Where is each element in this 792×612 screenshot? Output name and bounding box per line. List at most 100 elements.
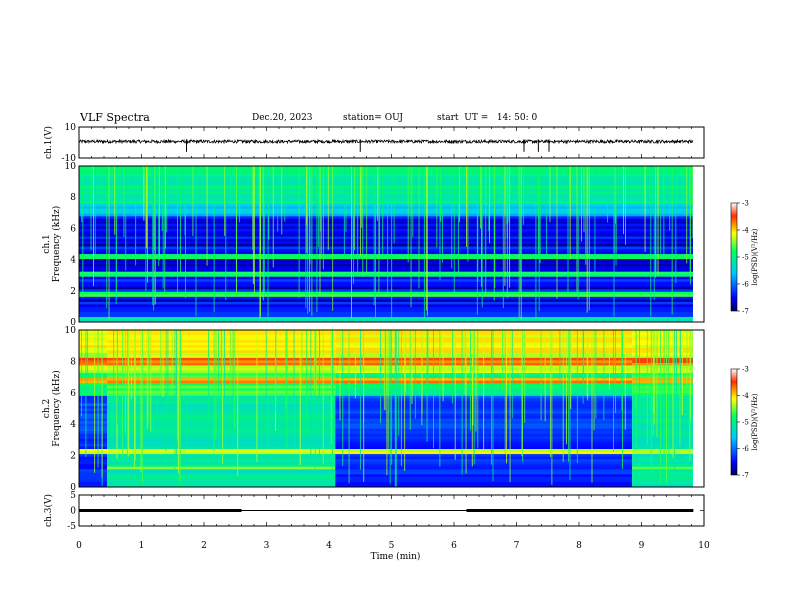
spectrogram-band [107,456,336,460]
spectrogram-band [79,168,693,172]
spectrogram-band [79,469,108,473]
spectrogram-band [107,474,336,478]
spectrogram-band [632,446,694,450]
y-axis-label-line2: Frequency (kHz) [51,206,62,283]
spectrogram-band [79,471,108,475]
spectrogram-band [79,281,693,285]
spectrogram-band [79,400,108,404]
spectrogram-band [79,299,693,303]
spectrogram-band [79,264,693,268]
y-axis-label: ch.1 Frequency (kHz) [42,206,62,283]
spectrogram-band [79,428,108,432]
spectrogram-band [79,208,693,212]
spectrogram-band [632,466,694,470]
spectrogram-band [107,464,336,468]
spectrogram-band [632,367,694,371]
spectrogram-band [79,345,108,349]
spectrogram-band [107,471,336,475]
y-tick-label: 10 [65,123,77,133]
spectrogram-band [79,393,108,397]
spectrogram-band [79,408,108,412]
spectrogram-band [632,330,694,333]
spectrogram-band [79,342,108,346]
spectrogram-band [79,301,693,305]
y-tick-label: -5 [67,522,76,532]
spectrogram-band [632,459,694,463]
spectrogram-band [79,203,693,207]
spectrogram-band [107,451,336,455]
spectrogram-band [79,332,108,336]
spectrogram-band [632,484,694,488]
spectrogram-band [632,342,694,346]
spectrogram-band [335,461,633,465]
spectrogram-band [107,469,336,473]
spectrogram-band [79,176,693,179]
y-tick-label: 2 [70,452,76,462]
spectrogram-band [632,405,694,409]
spectrogram-band [632,357,694,361]
y-tick-label: 8 [70,193,76,203]
spectrogram-band [79,236,693,240]
spectrogram-band [632,373,694,376]
spectrogram-band [632,413,694,417]
spectrogram-band [79,311,693,315]
spectrogram-band [79,291,693,295]
spectrogram-band [632,471,694,475]
spectrogram-band [79,271,693,275]
spectrogram-band [79,316,693,320]
colorbar [730,368,738,476]
spectrogram-band [632,335,694,338]
colorbar-tick-label: -3 [742,200,749,208]
spectrogram-band [79,193,693,197]
spectrogram-band [79,416,108,420]
spectrogram-band [79,365,108,369]
spectrogram-band [79,433,108,437]
colorbar-tick-label: -3 [742,366,749,374]
spectrogram-band [79,319,693,323]
colorbar-tick-label: -4 [742,227,749,235]
spectrogram-band [632,362,694,366]
spectrogram-band [79,383,108,387]
spectrogram-band [107,438,336,442]
spectrogram-band [79,186,693,190]
spectrogram-band [79,231,693,235]
colorbar-tick-label: -5 [742,254,749,262]
spectrogram-band [632,378,694,382]
y-tick-label: 10 [65,162,77,172]
spectrogram-band [632,423,694,427]
spectrogram-band [79,191,693,195]
spectrogram-band [632,481,694,485]
spectrogram-band [79,355,108,359]
spectrogram-band [632,365,694,369]
spectrogram-band [79,251,693,255]
y-tick-label: 6 [70,224,76,234]
y-axis-label: ch.1(V) [43,126,54,159]
ch1-waveform [78,138,694,145]
spectrogram-band [79,211,693,215]
spectrogram-band [79,249,693,252]
spectrogram-band [79,441,108,445]
spectrogram-band [632,426,694,430]
spectrogram-band [79,196,693,200]
spectrogram-band [79,421,108,425]
spectrogram-band [107,449,336,452]
spectrogram-band [107,459,336,463]
y-axis-label: ch.2 Frequency (kHz) [42,370,62,447]
colorbar-tick-label: -6 [742,445,749,453]
y-axis-label-line1: ch.1 [42,234,52,253]
spectrogram-band [632,438,694,442]
spectrogram-band [79,304,693,308]
spectrogram-band [79,340,108,344]
spectrogram-band [632,464,694,468]
spectrogram-band [632,418,694,422]
spectrogram-band [632,441,694,445]
y-tick-label: 6 [70,389,76,399]
spectrogram-band [79,213,693,217]
spectrogram-band [632,416,694,420]
spectrogram-band [79,256,693,260]
spectrogram-band [79,198,693,202]
panel-frame [78,165,705,323]
x-tick-label: 2 [201,541,207,551]
spectrogram-band [79,476,108,480]
spectrogram-band [335,451,633,455]
